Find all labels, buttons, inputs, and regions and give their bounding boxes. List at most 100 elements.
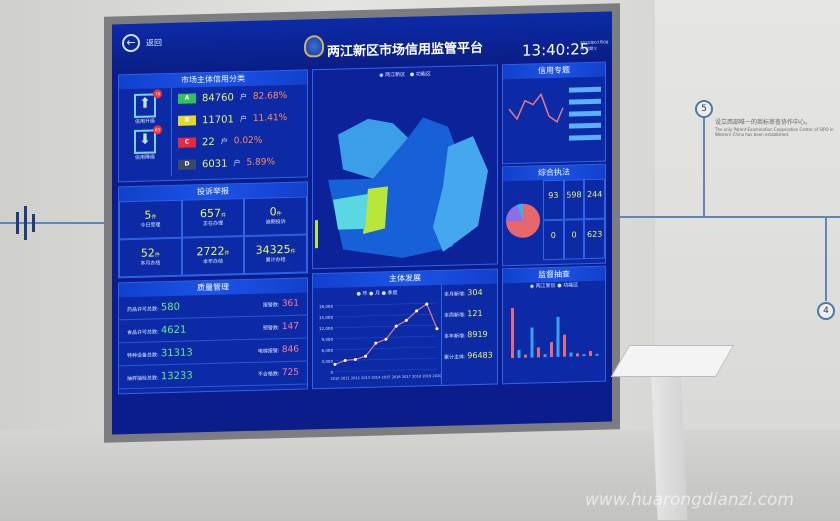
gridline (335, 302, 437, 306)
data-point[interactable] (364, 354, 368, 358)
x-tick-label: 2018 (412, 374, 421, 378)
gridline (335, 335, 437, 339)
map-region[interactable] (333, 193, 368, 230)
bar (530, 327, 534, 358)
bar (569, 352, 573, 357)
x-tick-label: 2020 (433, 374, 441, 378)
dev-stat: 本月新增: 304 (444, 288, 495, 310)
enforce-stat[interactable]: 244 (584, 178, 605, 220)
label: 预警数: (262, 325, 280, 332)
x-tick-label: 2015 (382, 375, 391, 379)
complaint-stat[interactable]: 52件 本月办结 (119, 237, 182, 278)
step-4-marker: 4 (817, 302, 835, 320)
bar (550, 341, 553, 358)
bar (517, 349, 521, 358)
count: 11701 (202, 113, 234, 126)
x-tick-label: 2012 (351, 376, 360, 380)
supervise-panel: 监督抽查 ◉ 两江新区 ● 功能区 (502, 265, 606, 385)
value: 147 (281, 321, 299, 333)
value: 31313 (160, 346, 193, 359)
label: 药品许可总数: (127, 305, 159, 313)
value: 361 (281, 298, 299, 310)
value: 598 (566, 190, 582, 200)
data-point[interactable] (384, 337, 388, 341)
complaint-stat[interactable]: 5件 今日受理 (119, 199, 182, 240)
data-point[interactable] (415, 309, 419, 313)
back-arrow-icon: ← (122, 33, 140, 53)
credit-up-icon[interactable]: ⬆ 78 (134, 89, 162, 118)
value: 846 (281, 344, 299, 356)
x-tick-label: 2016 (392, 375, 401, 379)
data-point[interactable] (425, 302, 429, 306)
value: 121 (467, 308, 483, 319)
data-point[interactable] (394, 324, 398, 328)
map-region[interactable] (363, 186, 388, 234)
watermark: www.huarongdianzi.com (585, 490, 795, 510)
enforce-stat[interactable]: 0 (563, 219, 585, 260)
enforce-stat[interactable]: 0 (543, 219, 564, 261)
value: 0 (550, 230, 556, 241)
data-point[interactable] (333, 362, 337, 366)
unit: 户 (220, 137, 228, 146)
unit: 件 (154, 252, 160, 259)
value: 244 (587, 189, 603, 200)
badge: 78 (153, 89, 162, 99)
complaint-stat[interactable]: 2722件 本年办结 (181, 236, 245, 276)
data-point[interactable] (435, 327, 439, 331)
gridline (335, 324, 437, 328)
map-region[interactable] (433, 136, 488, 252)
wall-logo (32, 214, 35, 232)
y-tick-label: 3,000 (322, 359, 334, 364)
complaints-panel: 投诉举报 5件 今日受理 657件 正在办理 0件 逾期投诉 52件 本月办结 2722件 本年办… (118, 181, 308, 279)
value: 34325 (255, 242, 291, 257)
emblem-logo (304, 34, 324, 58)
pie-slice (505, 204, 523, 222)
credit-down-icon[interactable]: ⬇ 63 (134, 125, 162, 154)
label: 本周新增: (444, 312, 466, 319)
wall-logo (16, 212, 19, 234)
complaint-stat[interactable]: 0件 逾期投诉 (244, 196, 307, 237)
label: 食品许可总数: (127, 328, 159, 336)
complaint-stat[interactable]: 657件 正在办理 (181, 198, 245, 238)
x-tick-label: 2014 (371, 376, 381, 380)
y-tick-label: 9,000 (322, 337, 334, 342)
dev-stat: 累计主体: 96483 (444, 351, 495, 373)
value: 96483 (467, 350, 493, 361)
page-title: 两江新区市场信用监管平台 (327, 40, 484, 60)
gridline (335, 368, 437, 372)
data-point[interactable] (404, 318, 408, 322)
wall-caption-en: The only Patent Examination Cooperation … (715, 127, 834, 137)
count: 84760 (202, 91, 234, 104)
data-point[interactable] (374, 341, 378, 345)
data-point[interactable] (343, 358, 347, 362)
enforce-stat[interactable]: 93 (543, 179, 564, 221)
map-scale-bar (315, 220, 318, 249)
district-map[interactable] (313, 75, 499, 265)
grade-badge: D (178, 159, 196, 170)
bar (543, 354, 547, 358)
data-point[interactable] (353, 357, 357, 361)
label: 逾期投诉 (265, 218, 286, 226)
gridline (335, 313, 437, 317)
enforce-stat[interactable]: 623 (584, 218, 605, 260)
value: 93 (548, 190, 559, 201)
value: 2722 (196, 244, 225, 259)
floor (0, 430, 840, 521)
pie-slice (517, 203, 523, 221)
value: 13233 (160, 369, 193, 382)
label: 累计主体: (444, 354, 466, 361)
wall-line (615, 216, 840, 218)
x-tick-label: 2019 (422, 374, 431, 378)
quality-row: 抽样抽检总数: 13233 不合格数: 725 (119, 361, 307, 390)
label: 累计办结 (265, 256, 286, 264)
x-tick-label: 2011 (341, 376, 350, 380)
label: 特种设备总数: (127, 351, 159, 359)
back-button[interactable]: ← 返回 (122, 33, 162, 53)
unit: 户 (233, 159, 241, 168)
grade-badge: A (178, 93, 196, 104)
bar (537, 347, 540, 358)
complaint-stat[interactable]: 34325件 累计办结 (244, 234, 307, 275)
enforce-stat[interactable]: 598 (563, 179, 585, 220)
quality-panel: 质量管理 药品许可总数: 580 报警数: 361 食品许可总数: 4621 预警数:… (118, 277, 308, 395)
kiosk-tablet[interactable] (610, 345, 735, 377)
